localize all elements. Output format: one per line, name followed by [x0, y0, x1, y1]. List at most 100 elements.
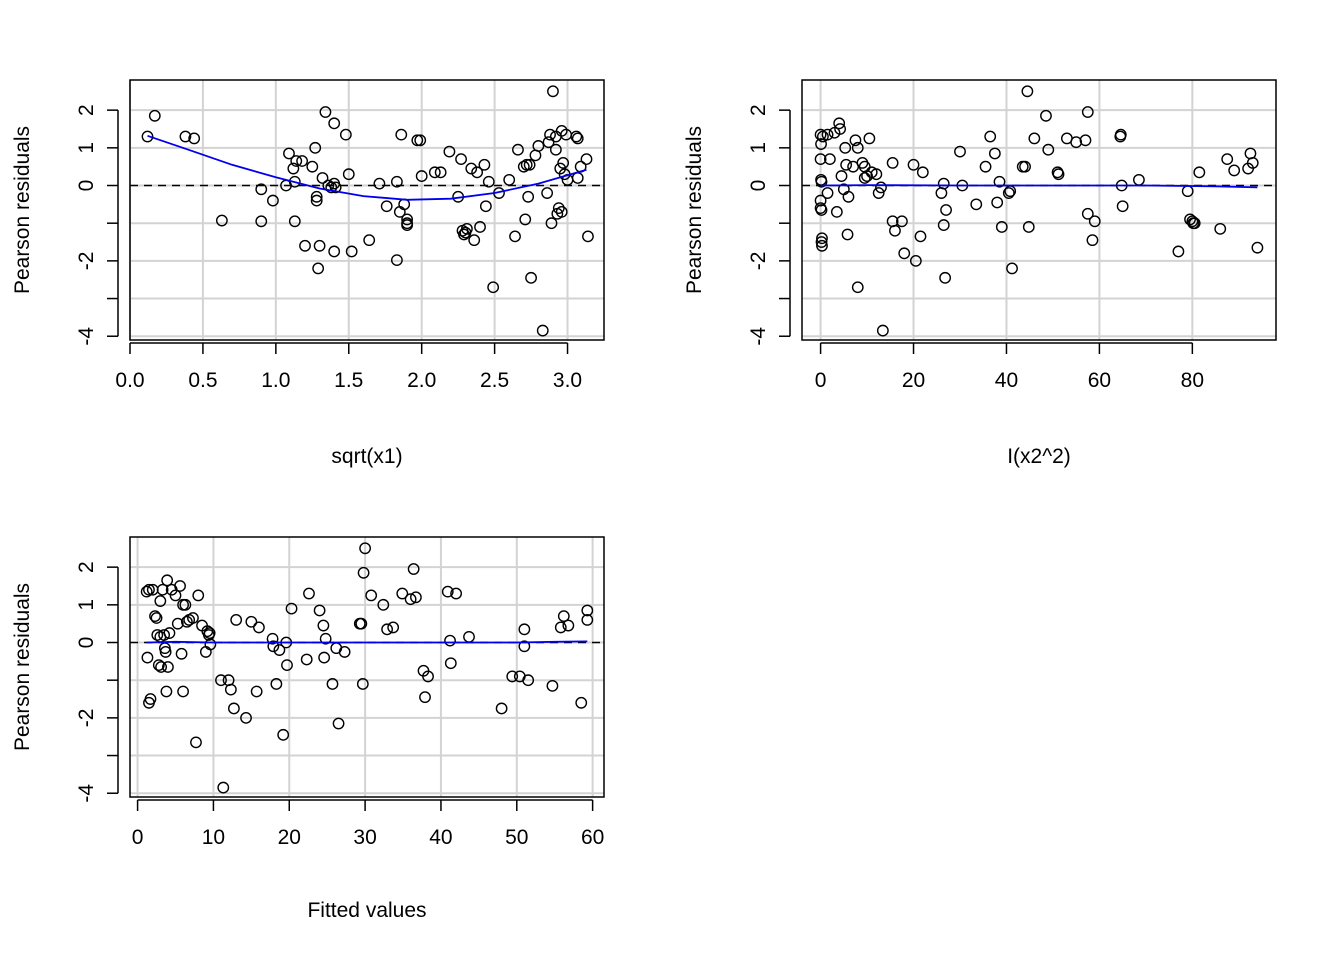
data-point: [517, 160, 530, 173]
data-point: [407, 563, 420, 575]
data-point: [1251, 241, 1264, 254]
data-point: [571, 132, 584, 145]
data-point: [984, 130, 997, 143]
data-point: [155, 661, 167, 673]
y-tick-label: 2: [75, 561, 98, 573]
data-point: [875, 181, 887, 194]
data-point: [434, 166, 447, 179]
data-point: [1246, 156, 1259, 169]
data-point: [310, 194, 323, 207]
data-point: [495, 702, 508, 715]
x-tick-label: 20: [278, 826, 301, 849]
data-point: [338, 646, 351, 658]
x-tick-label: 40: [995, 369, 1018, 392]
data-point: [285, 602, 298, 615]
data-point: [549, 143, 562, 156]
data-point: [479, 200, 492, 213]
data-point: [815, 175, 828, 188]
data-point: [317, 619, 330, 632]
data-point: [814, 194, 827, 207]
panel-sqrt-x1: 0.0 0.5 1.0 1.5 2.0 2.5 3.0 -4 -2 0 1 2 sqrt(x1) Pe…: [11, 79, 605, 468]
data-point: [570, 130, 583, 143]
y-tick-label: 1: [747, 142, 770, 154]
plot-area: 0.0 0.5 1.0 1.5 2.0 2.5 3.0 -4 -2 0 1 2: [75, 79, 605, 392]
data-point: [215, 214, 228, 227]
y-tick-label: -4: [75, 327, 98, 346]
data-point: [313, 239, 326, 252]
data-point: [270, 678, 283, 690]
data-point: [458, 228, 470, 241]
data-point: [815, 204, 828, 216]
data-point: [1081, 106, 1094, 118]
data-point: [863, 132, 876, 145]
y-axis-title: Pearson residuals: [11, 583, 34, 751]
y-tick-label: -4: [75, 784, 98, 803]
data-point: [141, 130, 154, 143]
data-point: [154, 595, 167, 607]
data-point: [465, 162, 478, 175]
data-point: [332, 717, 345, 730]
data-point: [395, 128, 408, 141]
data-point: [940, 204, 952, 216]
data-point: [555, 205, 568, 218]
data-point: [217, 781, 230, 794]
data-point: [179, 598, 192, 611]
data-point: [141, 651, 154, 664]
x-tick-label: 10: [202, 826, 225, 849]
data-point: [396, 587, 409, 600]
data-point: [158, 629, 171, 641]
data-point: [1086, 234, 1099, 247]
data-point: [532, 140, 545, 152]
data-point: [357, 566, 370, 579]
data-point: [415, 170, 428, 182]
y-tick-label: 1: [75, 142, 98, 154]
data-point: [522, 190, 535, 203]
data-point: [149, 610, 161, 623]
data-point: [581, 604, 594, 617]
data-point: [356, 678, 369, 690]
data-point: [296, 155, 308, 167]
data-point: [310, 190, 323, 203]
data-point: [174, 580, 186, 592]
data-point: [319, 632, 332, 645]
data-point: [422, 670, 434, 683]
data-point: [545, 217, 558, 230]
data-point: [461, 222, 473, 235]
data-point: [851, 141, 864, 154]
data-point: [1088, 215, 1101, 228]
data-point: [552, 202, 565, 215]
data-point: [823, 153, 836, 166]
data-point: [909, 254, 922, 267]
y-tick-label: 0: [75, 637, 98, 649]
x-tick-label: 20: [902, 369, 925, 392]
data-point: [277, 728, 290, 741]
data-point: [991, 196, 1004, 209]
y-tick-label: 0: [75, 180, 98, 192]
data-point: [390, 175, 403, 188]
data-point: [444, 634, 456, 647]
data-point: [1221, 153, 1234, 166]
data-point: [151, 629, 164, 641]
data-point: [175, 647, 188, 660]
data-point: [156, 583, 169, 596]
data-point: [833, 117, 846, 130]
data-point: [544, 128, 556, 141]
data-point: [512, 143, 524, 156]
data-point: [171, 617, 184, 630]
data-point: [839, 141, 852, 154]
data-point: [230, 613, 243, 626]
x-tick-label: 60: [1088, 369, 1111, 392]
data-point: [144, 693, 157, 705]
data-point: [150, 612, 163, 624]
panel-fitted-values: 0 10 20 30 40 50 60 -4 -2 0 1 2 Fitted values Pears…: [11, 536, 605, 922]
data-point: [988, 147, 1001, 160]
data-point: [907, 158, 920, 171]
data-point: [309, 141, 322, 154]
data-point: [283, 147, 295, 160]
data-point: [363, 234, 376, 247]
data-point: [411, 134, 424, 147]
data-point: [345, 245, 358, 258]
data-point: [575, 696, 588, 709]
data-point: [554, 621, 567, 634]
smooth-curve: [147, 134, 587, 201]
